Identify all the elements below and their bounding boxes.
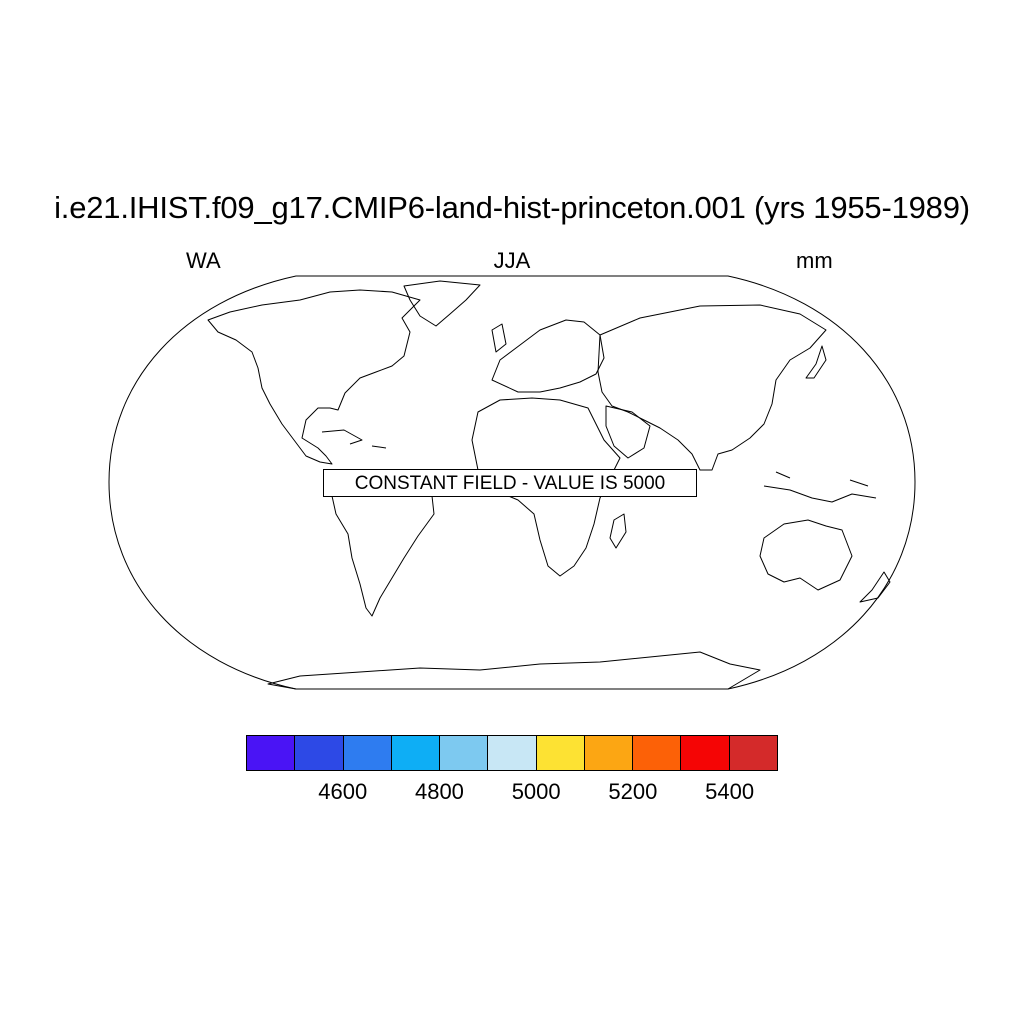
japan-coastline [805,345,827,379]
caribbean-coastline [321,429,387,449]
colorbar-box [440,736,489,770]
colorbar-box [488,736,537,770]
season-label: JJA [493,248,531,273]
colorbar-box [536,736,585,770]
colorbar-tick-label: 5000 [511,779,561,804]
colorbar-box [633,736,682,770]
madagascar-coastline [609,513,627,549]
antarctica-coastline [267,651,761,690]
australia-coastline [759,519,853,591]
plot-title: i.e21.IHIST.f09_g17.CMIP6-land-hist-prin… [54,190,970,225]
colorbar-box [729,736,777,770]
colorbar-tick-label: 4800 [414,779,464,804]
europe-coastline [491,319,605,393]
colorbar-box [391,736,441,770]
greenland-coastline [403,280,481,327]
colorbar-tick-label: 5200 [608,779,658,804]
arabia-coastline [605,405,651,459]
asia-coastline [597,304,827,471]
colorbar-box [681,736,730,770]
new-zealand-coastline [859,571,891,603]
coastlines [207,280,891,690]
uk-coastline [491,323,507,353]
north-america-coastline [207,289,421,465]
colorbar-tick-label: 4600 [318,779,368,804]
units-label: mm [796,248,833,273]
variable-label: WA [186,248,221,273]
colorbar [246,735,778,771]
indonesia-coastline [763,471,877,503]
colorbar-tick-label: 5400 [705,779,755,804]
colorbar-box [584,736,634,770]
constant-field-label: CONSTANT FIELD - VALUE IS 5000 [323,469,697,497]
colorbar-box [295,736,344,770]
colorbar-box [343,736,392,770]
colorbar-box [247,736,296,770]
